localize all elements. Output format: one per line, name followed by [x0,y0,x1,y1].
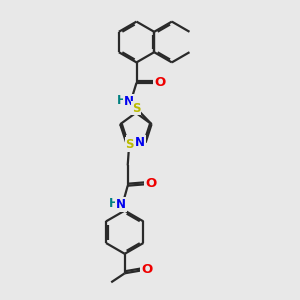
Text: H: H [117,94,127,107]
Text: O: O [145,177,156,190]
Text: O: O [154,76,165,89]
Text: N: N [116,198,126,211]
Text: N: N [135,136,145,149]
Text: S: S [132,101,140,115]
Text: N: N [124,95,134,108]
Text: H: H [109,197,119,210]
Text: N: N [127,136,137,149]
Text: S: S [126,138,134,151]
Text: O: O [141,263,152,276]
